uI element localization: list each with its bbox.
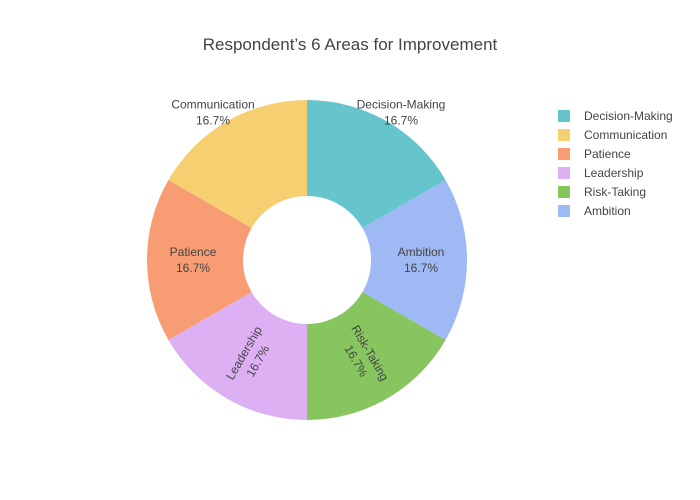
pie-slice-risk-taking[interactable] [307, 292, 446, 420]
legend-label: Ambition [584, 204, 631, 218]
legend-item-decision-making[interactable]: Decision-Making [558, 109, 673, 123]
slice-label-name: Ambition [398, 245, 445, 259]
legend-item-ambition[interactable]: Ambition [558, 204, 631, 218]
slice-label-decision-making: Decision-Making 16.7% [357, 98, 446, 128]
chart-title: Respondent’s 6 Areas for Improvement [203, 35, 498, 54]
legend-swatch [558, 167, 570, 179]
slice-label-name: Patience [170, 245, 217, 259]
pie-slice-communication[interactable] [168, 100, 307, 228]
slice-label-percent: 16.7% [384, 114, 418, 128]
legend-label: Decision-Making [584, 109, 673, 123]
legend-item-risk-taking[interactable]: Risk-Taking [558, 185, 646, 199]
slice-label-patience: Patience 16.7% [170, 245, 217, 275]
slice-label-percent: 16.7% [404, 261, 438, 275]
slice-label-percent: 16.7% [196, 114, 230, 128]
slice-label-name: Communication [171, 98, 254, 112]
legend-label: Risk-Taking [584, 185, 646, 199]
slice-label-communication: Communication 16.7% [171, 98, 254, 128]
legend-swatch [558, 186, 570, 198]
pie-slice-ambition[interactable] [362, 180, 467, 340]
slice-label-name: Decision-Making [357, 98, 446, 112]
legend-swatch [558, 148, 570, 160]
legend-swatch [558, 205, 570, 217]
legend-label: Leadership [584, 166, 644, 180]
slice-label-ambition: Ambition 16.7% [398, 245, 445, 275]
legend-item-communication[interactable]: Communication [558, 128, 667, 142]
slices-layer [147, 100, 467, 420]
legend-label: Patience [584, 147, 631, 161]
pie-slice-decision-making[interactable] [307, 100, 446, 228]
pie-slice-leadership[interactable] [168, 292, 307, 420]
legend-item-patience[interactable]: Patience [558, 147, 631, 161]
legend-swatch [558, 129, 570, 141]
legend-item-leadership[interactable]: Leadership [558, 166, 644, 180]
slice-label-percent: 16.7% [176, 261, 210, 275]
legend-swatch [558, 110, 570, 122]
legend-label: Communication [584, 128, 667, 142]
pie-slice-patience[interactable] [147, 180, 252, 340]
legend: Decision-Making Communication Patience Lead… [558, 109, 673, 218]
